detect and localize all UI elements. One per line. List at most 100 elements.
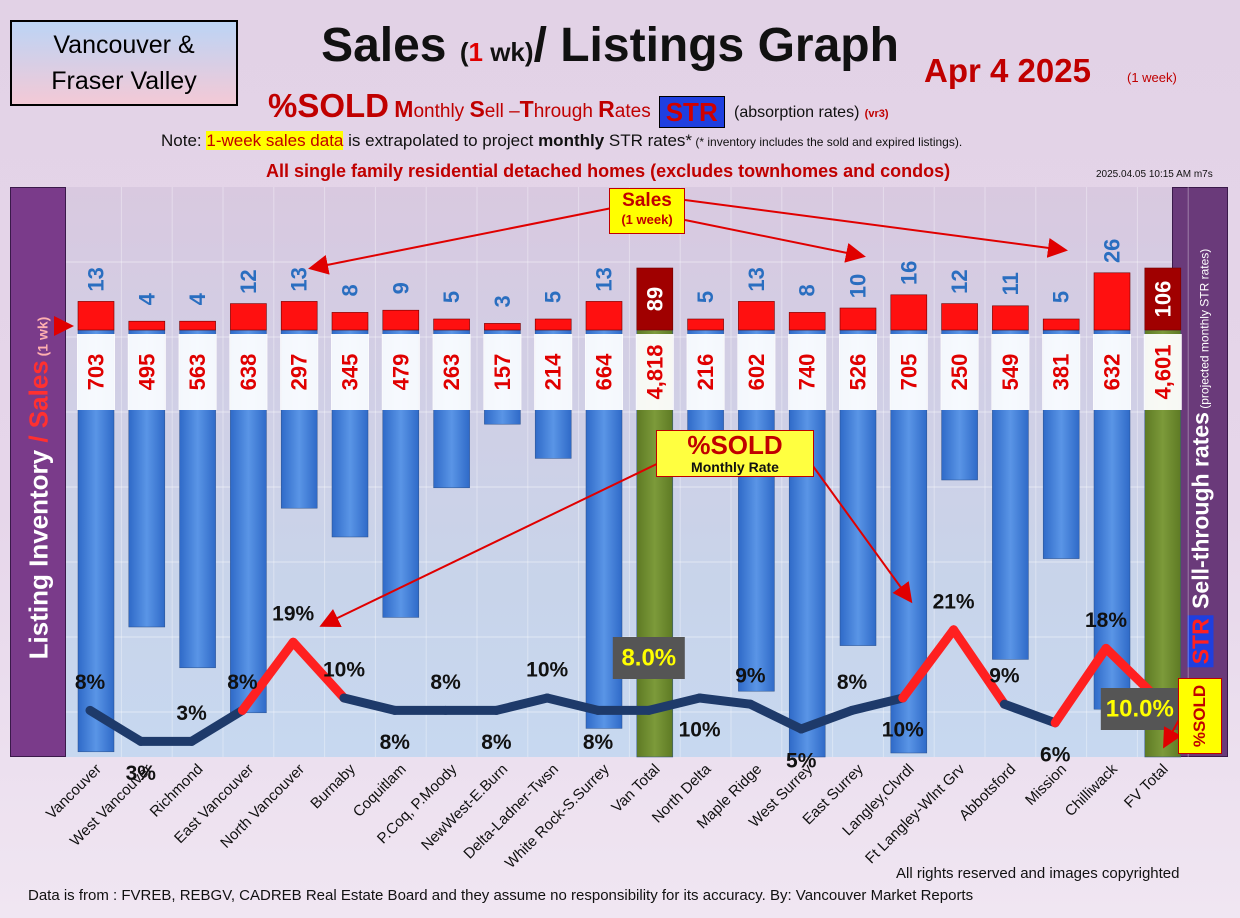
str-total-box [612,637,685,679]
str-value-chilliwack: 18% [1085,609,1127,632]
str-value-north-vancouver: 19% [272,603,314,626]
str-value-newwest-e-burn: 8% [481,731,512,754]
inventory-value-van-total: 4,818 [642,344,667,399]
str-line-segment [491,693,552,715]
sales-bar-west-vancouver [128,320,166,331]
str-badge: STR [658,95,725,128]
timestamp: 2025.04.05 10:15 AM m7s [1096,169,1213,180]
inventory-label-box [889,334,928,410]
sales-bar-chilliwack [1093,272,1131,331]
inventory-label-box [229,334,268,410]
inventory-value-burnaby: 345 [338,354,363,391]
sold-callout: %SOLD Monthly Rate [656,430,814,477]
region-box: Vancouver & Fraser Valley [10,20,238,106]
str-line-segment [847,693,908,715]
x-label-ft-langley-wlnt-grv: Ft Langley-Wlnt Grv [862,760,969,867]
sales-callout-title: Sales [622,190,672,211]
sales-value-west-vancouver: 4 [134,292,159,305]
str-total-value-fv-total: 10.0% [1106,696,1174,723]
sales-bar-newwest-e-burn [484,323,521,331]
inventory-value-white-rock-s-surrey: 664 [592,353,617,390]
title-wk-num: 1 [468,37,483,67]
sales-value-vancouver: 13 [84,267,109,291]
sales-bar-mission [1042,318,1080,331]
inventory-value-langley-clvrdl: 705 [896,354,921,391]
inventory-value-mission: 381 [1049,354,1074,391]
sales-value-chilliwack: 26 [1100,239,1125,263]
sales-value-delta-ladner-twsn: 5 [541,291,566,303]
sales-value-newwest-e-burn: 3 [490,295,515,307]
inventory-value-north-vancouver: 297 [287,354,312,391]
str-value-maple-ridge: 9% [735,665,766,688]
sales-bar-delta-ladner-twsn [534,318,572,331]
inventory-label-box [178,334,217,410]
x-label-delta-ladner-twsn: Delta-Ladner-Twsn [460,761,562,863]
sales-bar-richmond [179,320,216,331]
str-value-north-delta: 10% [679,719,721,742]
note-line: Note: 1-week sales data is extrapolated … [161,131,962,151]
inventory-value-east-vancouver: 638 [236,354,261,391]
subtitle-m-rest: onthly [413,101,470,122]
sales-value-north-vancouver: 13 [287,267,312,291]
region-line2: Fraser Valley [51,67,197,95]
str-value-vancouver: 8% [75,671,106,694]
note-highlight: 1-week sales data [206,131,344,150]
subtitle-t: T [519,96,534,122]
sales-value-ft-langley-wlnt-grv: 12 [947,269,972,293]
str-value-burnaby: 10% [323,659,365,682]
sales-bar-langley-clvrdl [890,294,928,331]
sales-value-langley-clvrdl: 16 [896,261,921,285]
note-bold: monthly [538,131,605,150]
inventory-label-box [635,334,674,410]
str-line-segment [695,693,755,709]
sales-bar-white-rock-s-surrey [585,301,623,331]
x-label-newwest-e-burn: NewWest-E.Burn [418,761,511,854]
inventory-value-delta-ladner-twsn: 214 [541,353,566,390]
sales-bar-van-total [636,267,674,331]
title-wk-text: wk) [482,37,534,67]
sales-value-p-coq-p-moody: 5 [439,291,464,303]
str-line-segment [1050,643,1111,728]
str-line-segment [898,625,959,703]
str-line-segment [644,693,705,715]
subtitle-t-rest: hrough [533,101,599,122]
inventory-value-west-surrey: 740 [795,354,820,391]
sales-value-van-total: 89 [642,287,667,311]
sales-value-burnaby: 8 [338,284,363,296]
subtitle-m: M [394,96,414,122]
sales-callout: Sales (1 week) [609,188,685,234]
str-value-mission: 6% [1040,743,1071,766]
subtitle-r-rest: ates [614,101,651,122]
inventory-label-box [1143,334,1182,410]
inventory-label-box [940,334,979,410]
inventory-value-west-vancouver: 495 [134,354,159,391]
sales-callout-sub: (1 week) [621,212,673,227]
str-value-richmond: 3% [176,702,207,725]
inventory-value-vancouver: 703 [84,354,109,391]
inventory-label-box [788,334,827,410]
footer-source: Data is from : FVREB, REBGV, CADREB Real… [28,887,974,904]
str-line-segment [796,705,857,734]
scope-line: All single family residential detached h… [266,161,951,181]
str-total-box [1100,688,1179,730]
str-line-segment [745,699,806,734]
sales-bar-fv-total [1144,267,1182,331]
note-suffix: STR rates* [604,131,693,150]
inventory-label-box [483,334,522,410]
str-line-segment [949,625,1009,709]
note-mid: is extrapolated to project [343,131,539,150]
sales-value-east-vancouver: 12 [236,269,261,293]
str-value-ft-langley-wlnt-grv: 21% [933,590,975,613]
sales-bar-vancouver [77,301,115,331]
sales-arrow-left [308,207,613,275]
inventory-value-maple-ridge: 602 [744,354,769,391]
str-line-segment [187,705,247,746]
str-value-langley-clvrdl: 10% [882,719,924,742]
inventory-label-box [280,334,319,410]
sales-bar-p-coq-p-moody [433,318,470,331]
date-note: (1 week) [1127,70,1177,85]
str-value-west-surrey: 5% [786,750,817,773]
str-value-abbotsford: 9% [989,665,1020,688]
